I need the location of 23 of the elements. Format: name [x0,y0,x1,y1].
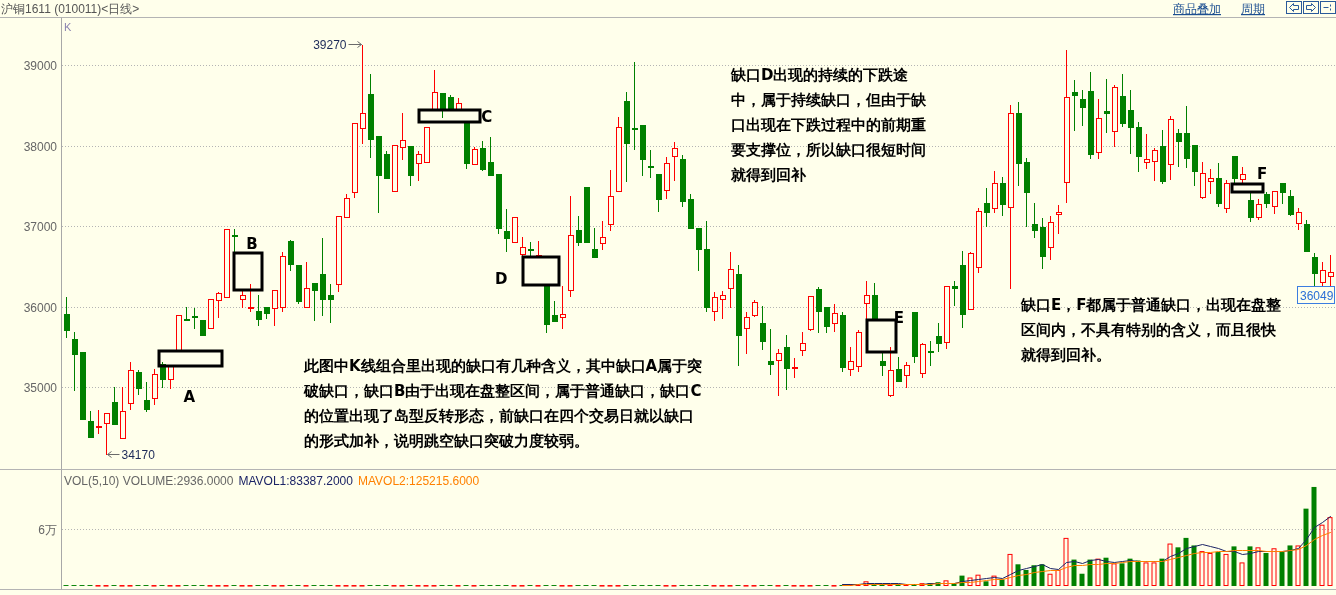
annotation: C [481,107,493,126]
y-tick-label: 35000 [23,381,58,395]
y-tick-label: 36000 [23,301,58,315]
annotation: B [246,234,258,253]
annotation: A [183,387,196,406]
annotation: 缺口D出现的持续的下跌途中，属于持续缺口，但由于缺口出现在下跌过程中的前期重要支撑位，所以缺口很短时间就得到回补 [731,64,927,186]
annotation: F [1256,164,1268,183]
text: 周期 [1241,2,1265,16]
annotation: 此图中K线组合里出现的缺口有几种含义，其中缺口A属于突破缺口，缺口B由于出现在盘整区间，属于普通缺口，缺口C的位置出现了岛型反转形态，前缺口在四个交易日就以缺口的形式加补，说明跳空缺口突破力度较弱。 [304,355,704,452]
text: MAVOL2:125215.6000 [357,473,480,488]
y-tick-label: 39000 [23,59,58,73]
annotation: 缺口E，F都属于普通缺口，出现在盘整区间内，不具有特别的含义，而且很快就得到回补。 [1021,294,1283,366]
y-tick-label: 38000 [23,140,58,154]
annotation: D [494,269,508,288]
annotation: 34170 [121,448,156,462]
y-tick-label: 37000 [23,220,58,234]
y-tick-label: 6万 [38,523,57,537]
annotation: 39270 [313,38,347,52]
text: MAVOL1:83387.2000 [238,473,354,488]
chart-title: VOL(5,10) VOLUME:2936.0000 [64,473,234,488]
annotation: K [64,21,72,33]
text: 商品叠加 [1173,2,1221,16]
chart-title: 沪铜1611 (010011)<日线> [1,2,140,16]
